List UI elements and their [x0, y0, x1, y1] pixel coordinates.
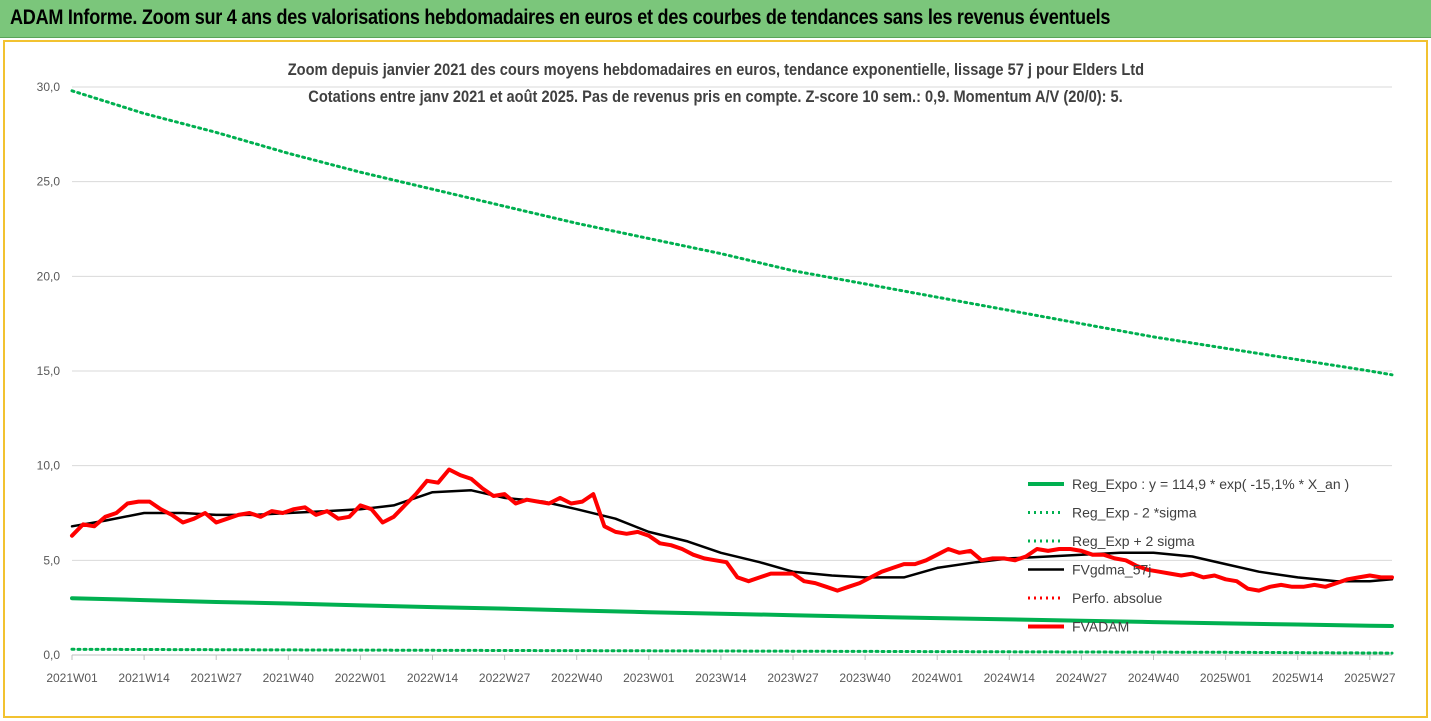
report-title: ADAM Informe. Zoom sur 4 ans des valoris…	[10, 6, 1111, 29]
legend-label-reg-exp-2-sigma: Reg_Exp - 2 *sigma	[1072, 505, 1197, 521]
y-axis-ticks: 0,0 5,0 10,0 15,0 20,0 25,0 30,0	[37, 80, 61, 662]
x-tick-label: 2023W14	[695, 671, 747, 685]
legend-label-fvgdma-57j: FVgdma_57j	[1072, 562, 1151, 578]
x-tick-label: 2021W01	[46, 671, 98, 685]
y-tick-label: 0,0	[43, 648, 60, 662]
y-tick-label: 10,0	[37, 459, 61, 473]
gridlines	[72, 86, 1392, 656]
x-axis-ticks: 2021W01 2021W14 2021W27 2021W40 2022W01 2022W…	[46, 655, 1396, 685]
legend-label-reg-expo-y-114-9-exp-15-1-x-an: Reg_Expo : y = 114,9 * exp( -15,1% * X_a…	[1072, 476, 1349, 492]
x-tick-label: 2021W40	[263, 671, 315, 685]
chart-title-line2: Cotations entre janv 2021 et août 2025. …	[0, 87, 1431, 107]
x-tick-label: 2023W27	[767, 671, 819, 685]
x-tick-label: 2025W27	[1344, 671, 1396, 685]
y-tick-label: 20,0	[37, 269, 61, 283]
x-tick-label: 2022W14	[407, 671, 459, 685]
x-tick-label: 2021W14	[118, 671, 170, 685]
x-tick-label: 2024W14	[984, 671, 1036, 685]
y-tick-label: 5,0	[43, 553, 60, 567]
legend: Reg_Expo : y = 114,9 * exp( -15,1% * X_a…	[1028, 476, 1349, 635]
chart-title-line2-text: Cotations entre janv 2021 et août 2025. …	[308, 87, 1123, 106]
x-tick-label: 2024W01	[912, 671, 964, 685]
legend-label-reg-exp-2-sigma: Reg_Exp + 2 sigma	[1072, 533, 1195, 549]
x-tick-label: 2022W27	[479, 671, 531, 685]
x-tick-label: 2022W01	[335, 671, 387, 685]
x-tick-label: 2025W14	[1272, 671, 1324, 685]
series-lines	[70, 89, 1394, 655]
y-tick-label: 15,0	[37, 364, 61, 378]
x-tick-label: 2023W40	[839, 671, 891, 685]
y-tick-label: 30,0	[37, 80, 61, 94]
report-banner: ADAM Informe. Zoom sur 4 ans des valoris…	[0, 0, 1431, 38]
y-tick-label: 25,0	[37, 175, 61, 189]
x-tick-label: 2022W40	[551, 671, 603, 685]
series-line-reg-exp-2-sigma	[70, 89, 1394, 377]
chart-frame	[3, 40, 1428, 718]
x-tick-label: 2021W27	[191, 671, 243, 685]
x-tick-label: 2024W27	[1056, 671, 1108, 685]
x-tick-label: 2023W01	[623, 671, 675, 685]
series-line-fvadam	[70, 467, 1394, 593]
chart-title-line1-text: Zoom depuis janvier 2021 des cours moyen…	[287, 60, 1144, 79]
series-line-reg-exp-2-sigma	[70, 647, 1394, 655]
chart-title-line1: Zoom depuis janvier 2021 des cours moyen…	[0, 60, 1431, 80]
legend-label-perfo-absolue: Perfo. absolue	[1072, 590, 1162, 606]
x-tick-label: 2024W40	[1128, 671, 1180, 685]
series-line-fvgdma-57j	[70, 489, 1394, 583]
series-line-reg-expo-y-114-9-exp-15-1-x-an	[70, 596, 1394, 628]
legend-label-fvadam: FVADAM	[1072, 619, 1129, 635]
x-tick-label: 2025W01	[1200, 671, 1252, 685]
